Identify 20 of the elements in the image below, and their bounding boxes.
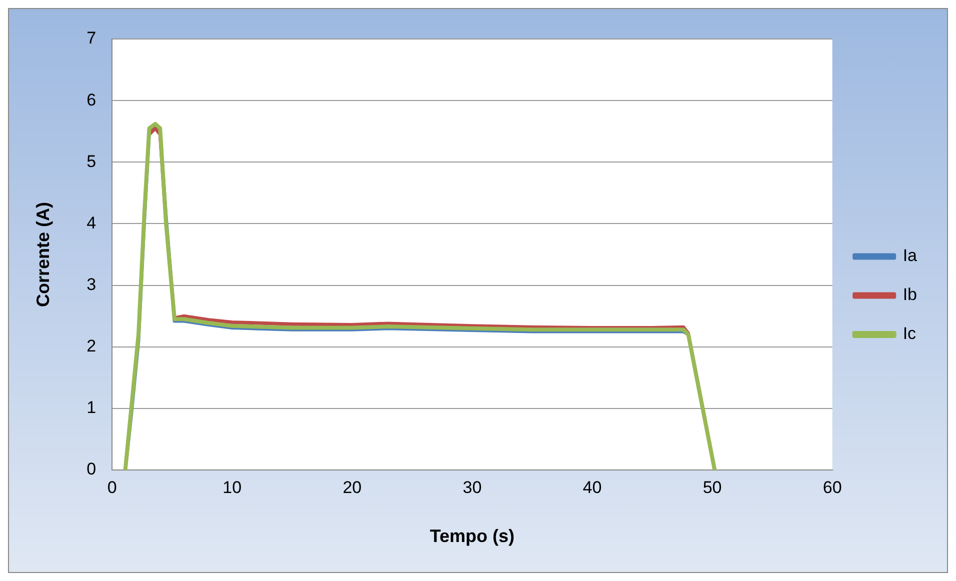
y-tick-label: 4 bbox=[86, 213, 96, 232]
y-tick-label: 6 bbox=[86, 90, 96, 110]
y-tick-label: 1 bbox=[86, 398, 96, 418]
legend-label: Ic bbox=[902, 324, 917, 344]
x-tick-label: 20 bbox=[342, 478, 362, 497]
y-tick-label: 7 bbox=[86, 28, 96, 48]
y-axis-title: Corrente (A) bbox=[32, 202, 53, 308]
x-tick-label: 60 bbox=[822, 478, 842, 497]
x-axis-title: Tempo (s) bbox=[430, 526, 515, 546]
legend-label: Ia bbox=[902, 246, 918, 266]
legend-label: Ib bbox=[902, 285, 918, 304]
x-tick-label: 10 bbox=[222, 478, 242, 497]
x-tick-label: 50 bbox=[702, 478, 722, 497]
y-tick-label: 0 bbox=[86, 460, 96, 479]
x-tick-label: 0 bbox=[107, 478, 117, 497]
y-tick-label: 3 bbox=[86, 274, 96, 294]
y-tick-label: 2 bbox=[86, 336, 96, 356]
x-tick-label: 40 bbox=[582, 478, 602, 497]
x-tick-label: 30 bbox=[462, 478, 482, 497]
y-tick-label: 5 bbox=[86, 152, 96, 171]
